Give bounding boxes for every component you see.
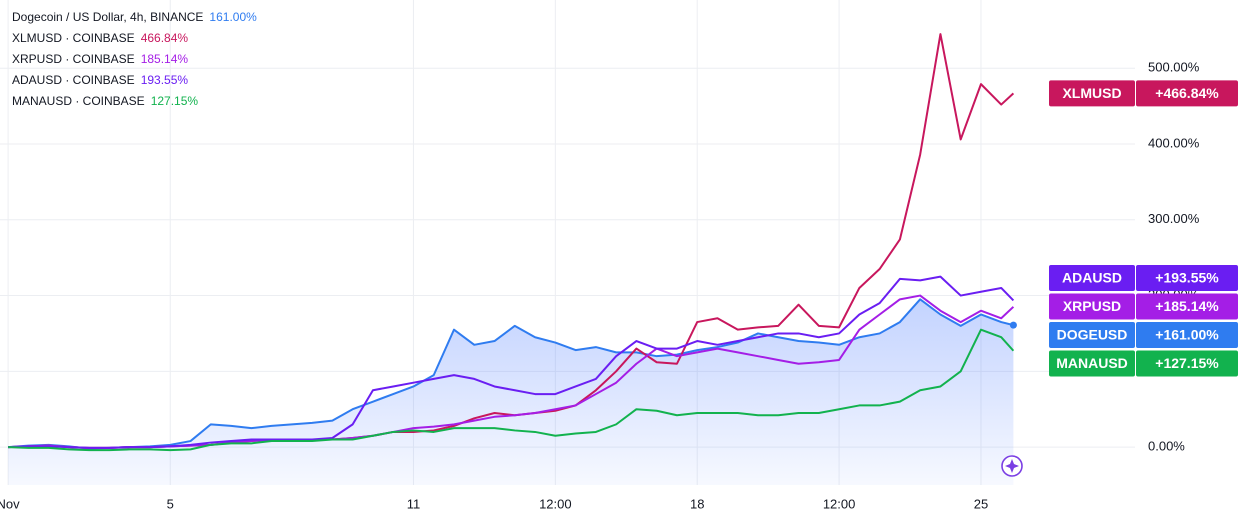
badge-value: +193.55% [1155,270,1219,286]
x-tick-label: Nov [0,496,20,511]
last-point [1009,321,1017,329]
badge-name-bg [1049,350,1135,377]
legend-label: MANAUSD · COINBASE [12,94,145,108]
badge-name: DOGEUSD [1057,327,1128,343]
x-tick-label: 5 [167,496,174,511]
price-badge: MANAUSD +127.15% [1049,350,1238,377]
legend-value: 185.14% [141,52,189,66]
legend-value: 161.00% [209,10,257,24]
y-tick-label: 500.00% [1148,60,1200,75]
badge-name-bg [1049,80,1135,107]
x-tick-label: 12:00 [539,496,572,511]
badge-value: +127.15% [1155,355,1219,371]
x-tick-label: 12:00 [823,496,856,511]
badge-name: ADAUSD [1062,270,1122,286]
badge-name-bg [1049,265,1135,292]
badge-name-bg [1049,322,1135,349]
x-tick-label: 25 [974,496,988,511]
legend-entry[interactable]: Dogecoin / US Dollar, 4h, BINANCE 161.00% [12,10,257,24]
badge-value-bg [1136,80,1238,107]
line [8,275,1015,449]
legend-entry[interactable]: XRPUSD · COINBASE 185.14% [12,52,188,66]
price-badge: DOGEUSD +161.00% [1049,322,1238,349]
badge-value-bg [1136,293,1238,320]
legend-value: 127.15% [151,94,199,108]
badge-value: +161.00% [1155,327,1219,343]
legend-value: 193.55% [141,73,189,87]
line [8,328,1015,452]
price-badge: XLMUSD +466.84% [1049,80,1238,107]
y-tick-label: 0.00% [1148,439,1185,454]
legend-entry[interactable]: XLMUSD · COINBASE 466.84% [12,31,188,45]
badge-value-bg [1136,265,1238,292]
legend-entry[interactable]: MANAUSD · COINBASE 127.15% [12,94,198,108]
badge-value-bg [1136,322,1238,349]
legend-entry[interactable]: ADAUSD · COINBASE 193.55% [12,73,188,87]
price-badge: ADAUSD +193.55% [1049,265,1238,292]
legend-label: ADAUSD · COINBASE [12,73,135,87]
legend-label: XLMUSD · COINBASE [12,31,135,45]
legend-value: 466.84% [141,31,189,45]
legend-label: XRPUSD · COINBASE [12,52,135,66]
badge-name: XRPUSD [1063,298,1121,314]
y-tick-label: 400.00% [1148,135,1200,150]
badge-name: XLMUSD [1062,85,1121,101]
badge-name-bg [1049,293,1135,320]
x-tick-label: 11 [407,496,421,511]
badge-name: MANAUSD [1056,355,1128,371]
legend-label: Dogecoin / US Dollar, 4h, BINANCE [12,10,203,24]
y-tick-label: 300.00% [1148,211,1200,226]
x-tick-label: 18 [690,496,704,511]
badge-value: +185.14% [1155,298,1219,314]
badge-value: +466.84% [1155,85,1219,101]
badge-value-bg [1136,350,1238,377]
compare-icon[interactable] [1001,455,1023,477]
price-badge: XRPUSD +185.14% [1049,293,1238,320]
